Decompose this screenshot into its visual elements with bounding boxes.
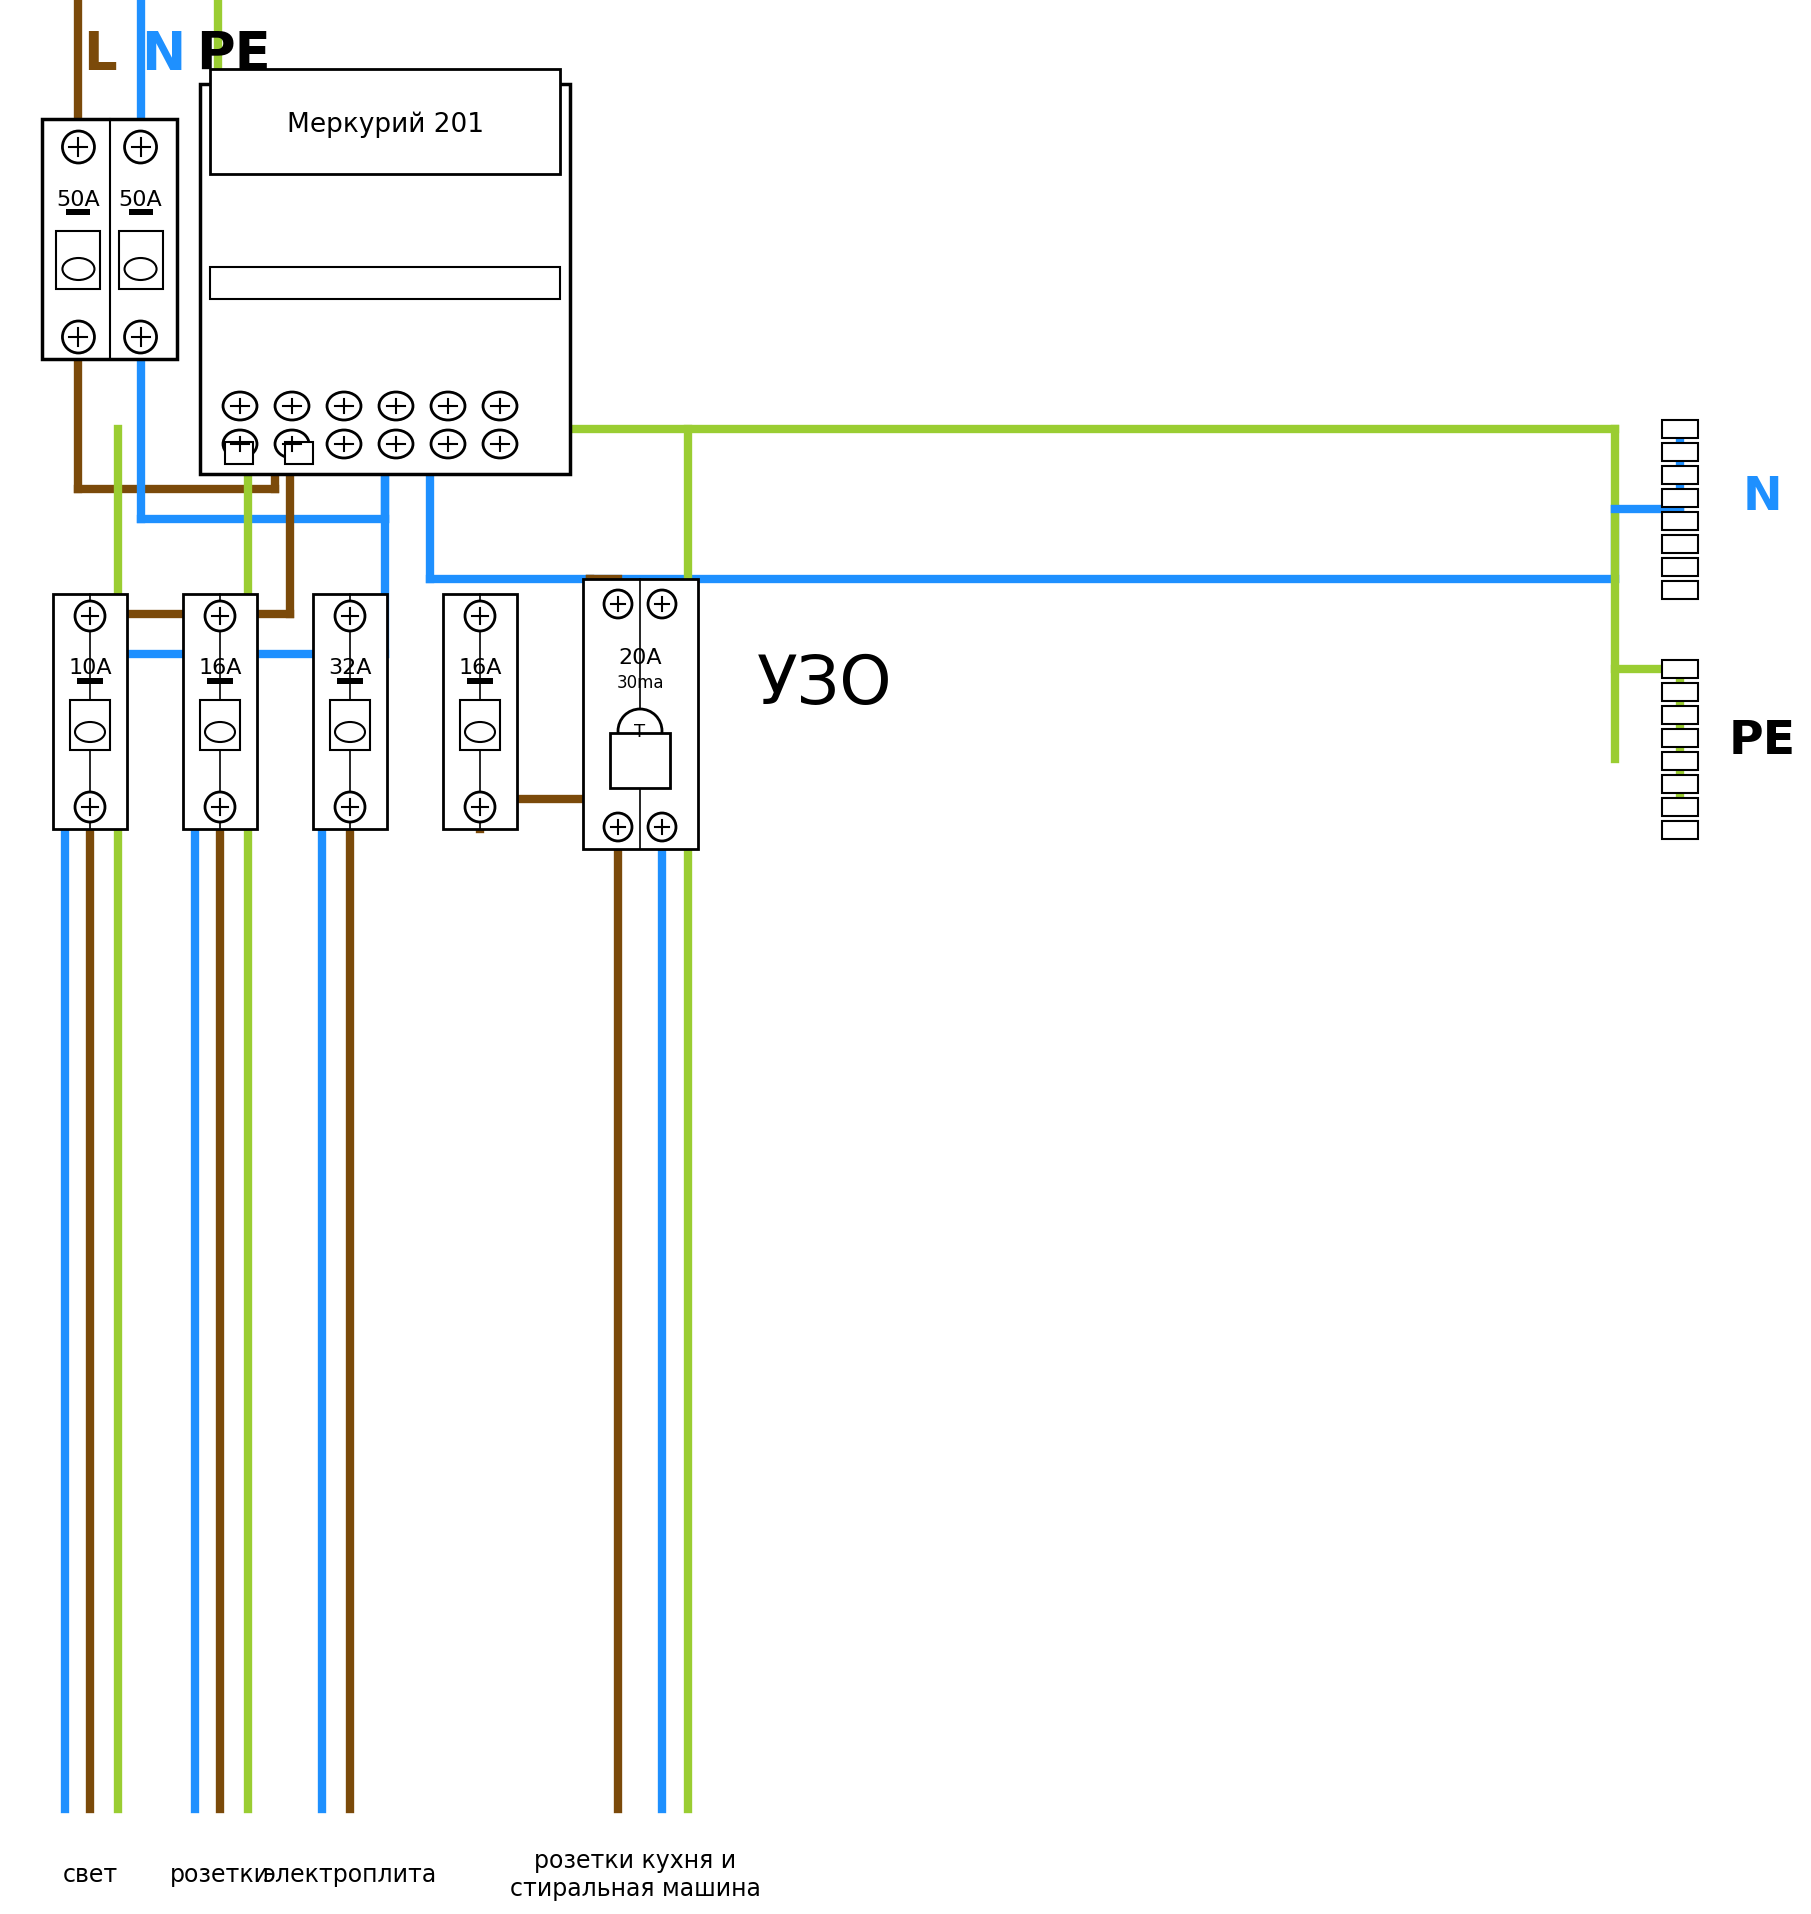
Text: L: L: [83, 29, 118, 80]
Text: 30ma: 30ma: [616, 674, 665, 691]
Bar: [206, 679, 234, 685]
Circle shape: [605, 813, 632, 842]
Text: T: T: [634, 723, 645, 741]
Circle shape: [74, 601, 105, 632]
Text: розетки кухня и
стиральная машина: розетки кухня и стиральная машина: [509, 1849, 761, 1901]
Ellipse shape: [62, 258, 94, 281]
Text: 16А: 16А: [197, 658, 241, 678]
Circle shape: [335, 792, 366, 823]
Ellipse shape: [275, 392, 310, 421]
Ellipse shape: [328, 431, 360, 459]
Text: PE: PE: [196, 29, 270, 80]
Circle shape: [125, 322, 156, 354]
Bar: [337, 679, 362, 685]
Bar: [467, 679, 493, 685]
Bar: [284, 442, 313, 465]
Circle shape: [125, 132, 156, 165]
Text: Меркурий 201: Меркурий 201: [286, 111, 484, 138]
Text: электроплита: электроплита: [263, 1862, 436, 1885]
Text: PE: PE: [1728, 720, 1795, 764]
Bar: [67, 211, 91, 216]
Bar: [1662, 467, 1699, 484]
Ellipse shape: [223, 392, 257, 421]
Text: 16А: 16А: [458, 658, 502, 678]
Text: 32А: 32А: [328, 658, 371, 678]
Text: УЗО: УЗО: [757, 651, 893, 718]
Bar: [1662, 660, 1699, 679]
Ellipse shape: [465, 723, 494, 743]
Bar: [1662, 582, 1699, 599]
Circle shape: [605, 591, 632, 618]
Bar: [1662, 775, 1699, 794]
Bar: [42, 121, 177, 360]
Ellipse shape: [205, 723, 235, 743]
Bar: [1662, 752, 1699, 771]
Bar: [78, 679, 103, 685]
Circle shape: [648, 591, 676, 618]
Bar: [444, 595, 516, 829]
Bar: [610, 733, 670, 789]
Ellipse shape: [328, 392, 360, 421]
Bar: [210, 268, 560, 300]
Bar: [183, 595, 257, 829]
Text: 10А: 10А: [69, 658, 112, 678]
Text: свет: свет: [62, 1862, 118, 1885]
Bar: [129, 211, 152, 216]
Bar: [1662, 821, 1699, 840]
Text: 20А: 20А: [618, 647, 661, 668]
Bar: [460, 701, 500, 750]
Bar: [313, 595, 388, 829]
Bar: [1662, 798, 1699, 817]
Bar: [1662, 683, 1699, 702]
Bar: [1662, 421, 1699, 438]
Circle shape: [465, 601, 494, 632]
Bar: [210, 71, 560, 174]
Ellipse shape: [431, 392, 465, 421]
Ellipse shape: [335, 723, 366, 743]
Bar: [53, 595, 127, 829]
Circle shape: [618, 710, 663, 754]
Bar: [71, 701, 110, 750]
Bar: [1662, 706, 1699, 725]
Text: N: N: [1742, 475, 1782, 521]
Bar: [118, 232, 163, 289]
Bar: [1662, 513, 1699, 530]
Bar: [56, 232, 100, 289]
Text: 50А: 50А: [120, 189, 163, 211]
Bar: [199, 701, 241, 750]
Text: 50А: 50А: [56, 189, 100, 211]
Bar: [1662, 729, 1699, 748]
Text: N: N: [141, 29, 185, 80]
Bar: [199, 84, 570, 475]
Bar: [1662, 559, 1699, 576]
Ellipse shape: [484, 392, 516, 421]
Text: розетки: розетки: [170, 1862, 270, 1885]
Circle shape: [74, 792, 105, 823]
Bar: [225, 442, 254, 465]
Circle shape: [205, 792, 235, 823]
Ellipse shape: [125, 258, 156, 281]
Circle shape: [62, 132, 94, 165]
Ellipse shape: [74, 723, 105, 743]
Circle shape: [205, 601, 235, 632]
Ellipse shape: [378, 392, 413, 421]
Bar: [330, 701, 369, 750]
Ellipse shape: [378, 431, 413, 459]
Bar: [583, 580, 697, 850]
Circle shape: [62, 322, 94, 354]
Bar: [1662, 536, 1699, 553]
Ellipse shape: [223, 431, 257, 459]
Ellipse shape: [484, 431, 516, 459]
Bar: [1662, 444, 1699, 461]
Circle shape: [335, 601, 366, 632]
Circle shape: [465, 792, 494, 823]
Ellipse shape: [431, 431, 465, 459]
Ellipse shape: [275, 431, 310, 459]
Bar: [1662, 490, 1699, 507]
Circle shape: [648, 813, 676, 842]
